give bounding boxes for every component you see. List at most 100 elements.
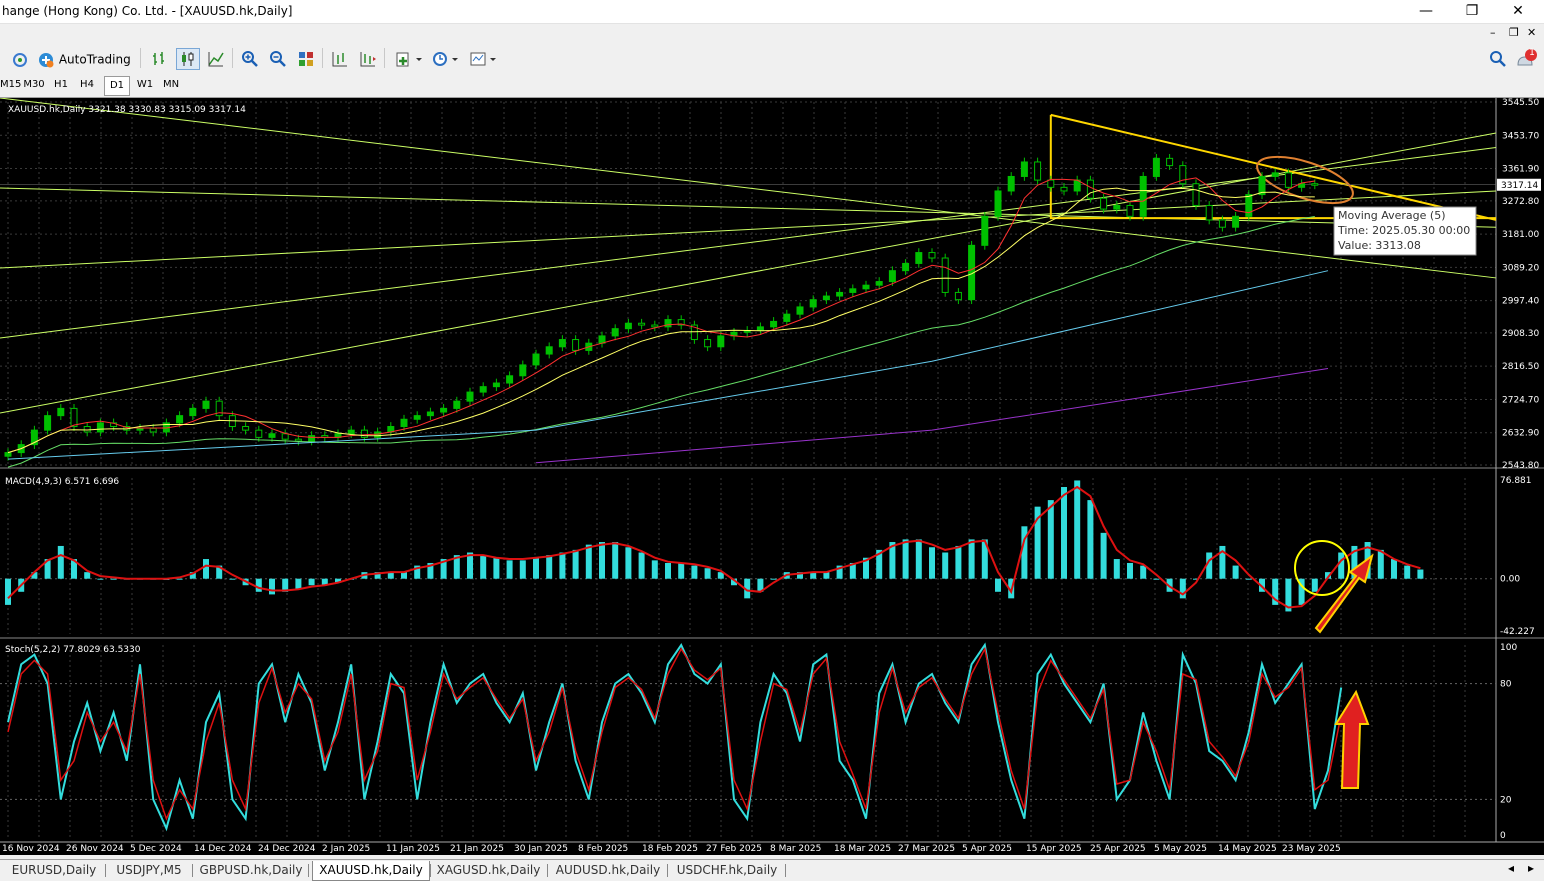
timeframe-mn[interactable]: MN xyxy=(162,79,180,90)
chart-tab[interactable]: XAUUSD.hk,Daily xyxy=(312,861,430,881)
candle xyxy=(558,339,566,348)
macd-bar xyxy=(1153,578,1160,580)
candle xyxy=(717,335,725,348)
bar-chart-icon[interactable] xyxy=(148,48,172,70)
inner-minimize-button[interactable]: – xyxy=(1490,26,1496,39)
macd-bar xyxy=(506,560,513,579)
candle xyxy=(1047,179,1055,188)
indicators-dropdown-icon[interactable] xyxy=(392,48,426,70)
macd-bar xyxy=(1034,506,1041,579)
close-button[interactable]: ✕ xyxy=(1512,3,1524,19)
macd-bar xyxy=(229,578,236,580)
candle xyxy=(624,322,632,330)
chart-tab[interactable]: EURUSD,Daily xyxy=(11,863,97,877)
candle xyxy=(1271,172,1279,177)
symbol-info: XAUUSD.hk,Daily 3321.38 3330.83 3315.09 … xyxy=(8,105,246,115)
candle xyxy=(994,190,1002,217)
candle xyxy=(888,270,896,283)
chart-tab[interactable]: USDJPY,M5 xyxy=(116,863,182,877)
date-tick-label: 23 May 2025 xyxy=(1282,844,1341,854)
macd-bar xyxy=(797,572,803,579)
timeframe-m15[interactable]: M15 xyxy=(0,79,22,90)
chart-area[interactable]: 3545.50 3453.70 3361.90 3272.80 3181.00 3089.… xyxy=(0,98,1544,855)
chart-shift-icon[interactable] xyxy=(328,48,352,70)
current-price-label: 3317.14 xyxy=(1501,181,1538,191)
notifications-icon[interactable]: 1 xyxy=(1514,48,1540,70)
macd-bar xyxy=(638,552,645,579)
candle xyxy=(1034,161,1042,181)
date-tick-label: 27 Feb 2025 xyxy=(706,844,762,854)
macd-bar xyxy=(599,542,605,579)
tile-windows-icon[interactable] xyxy=(294,48,318,70)
macd-bar xyxy=(335,578,341,583)
date-tick-label: 25 Apr 2025 xyxy=(1090,844,1146,854)
macd-bar xyxy=(744,578,751,599)
candlestick-chart-icon[interactable] xyxy=(176,48,200,70)
annotations xyxy=(1294,540,1374,789)
timeframe-h4[interactable]: H4 xyxy=(80,79,94,90)
macd-bar xyxy=(1391,559,1397,579)
macd-bar xyxy=(929,547,935,579)
stoch-main-line xyxy=(7,642,1343,832)
date-tick-label: 27 Mar 2025 xyxy=(898,844,955,854)
candle xyxy=(360,429,368,438)
chart-tab[interactable]: GBPUSD.hk,Daily xyxy=(199,863,303,877)
zoom-in-icon[interactable] xyxy=(238,48,262,70)
macd-bar xyxy=(5,578,11,605)
candle xyxy=(1126,204,1134,217)
price-tick-label: 3361.90 xyxy=(1502,165,1539,175)
macd-bar xyxy=(216,565,223,579)
tab-scroll-right[interactable]: ▸ xyxy=(1528,861,1535,875)
macd-bar xyxy=(1074,480,1081,579)
inner-close-button[interactable]: ✕ xyxy=(1527,26,1537,39)
macd-bar xyxy=(902,539,909,579)
signal-icon[interactable] xyxy=(8,48,32,70)
macd-bar xyxy=(453,555,460,579)
periods-dropdown-icon[interactable] xyxy=(428,48,462,70)
tab-scroll-left[interactable]: ◂ xyxy=(1508,861,1515,875)
macd-bar xyxy=(889,542,896,579)
minimize-button[interactable]: — xyxy=(1419,3,1433,19)
macd-bar xyxy=(1338,552,1345,579)
stoch-label: Stoch(5,2,2) 77.8029 63.5330 xyxy=(5,645,141,655)
macd-tick-label: -42.227 xyxy=(1500,627,1535,637)
moving-averages xyxy=(7,177,1329,468)
macd-bar xyxy=(942,552,949,579)
candle xyxy=(809,299,817,308)
chart-tab[interactable]: USDCHF.hk,Daily xyxy=(676,863,778,877)
macd-tick-label: 76.881 xyxy=(1500,476,1532,486)
chart-drawings xyxy=(0,98,1497,414)
candle xyxy=(1205,204,1213,221)
chart-tab[interactable]: AUDUSD.hk,Daily xyxy=(555,863,661,877)
line-chart-icon[interactable] xyxy=(204,48,228,70)
timeframe-d1[interactable]: D1 xyxy=(104,76,130,96)
candle xyxy=(176,415,184,424)
macd-panel xyxy=(0,480,1496,612)
date-tick-label: 30 Jan 2025 xyxy=(514,844,568,854)
macd-bar xyxy=(770,578,777,580)
timeframe-m30[interactable]: M30 xyxy=(23,79,45,90)
restore-button[interactable]: ❐ xyxy=(1465,3,1479,19)
inner-restore-button[interactable]: ❐ xyxy=(1509,26,1519,39)
candle xyxy=(875,281,883,286)
autotrading-button[interactable]: AutoTrading xyxy=(36,48,134,70)
search-icon[interactable] xyxy=(1486,48,1510,70)
timeframe-h1[interactable]: H1 xyxy=(54,79,68,90)
timeframe-w1[interactable]: W1 xyxy=(136,79,154,90)
candle xyxy=(611,328,619,337)
autoscroll-icon[interactable] xyxy=(356,48,380,70)
candle xyxy=(453,400,461,409)
candle xyxy=(1007,175,1015,192)
candle xyxy=(1258,175,1266,196)
chart-tab[interactable]: XAGUSD.hk,Daily xyxy=(436,863,541,877)
macd-bar xyxy=(1272,578,1279,605)
highlight-circle xyxy=(1294,540,1350,596)
date-tick-label: 16 Nov 2024 xyxy=(2,844,60,854)
templates-dropdown-icon[interactable] xyxy=(466,48,500,70)
zoom-out-icon[interactable] xyxy=(266,48,290,70)
macd-bar xyxy=(1285,578,1292,612)
macd-bar xyxy=(823,572,830,579)
macd-bar xyxy=(374,572,381,579)
macd-bar xyxy=(414,565,421,579)
tab-separator xyxy=(430,864,431,877)
